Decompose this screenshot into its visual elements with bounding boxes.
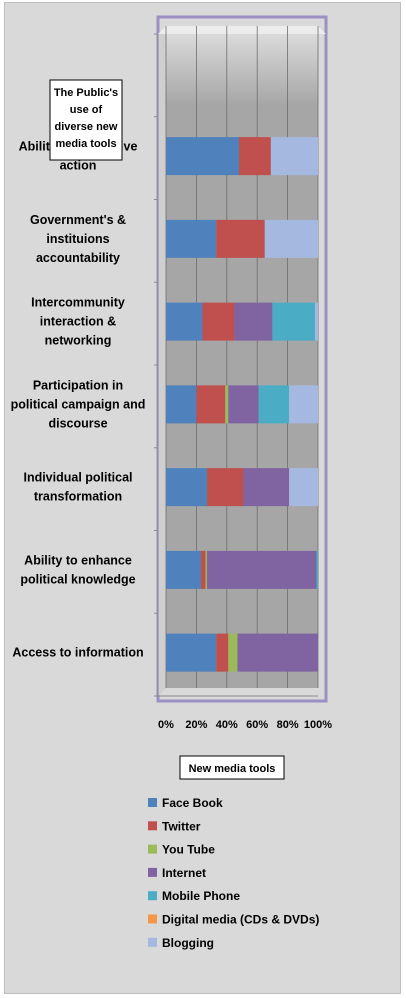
chart-title-box xyxy=(49,79,123,161)
category-label: accountability xyxy=(36,251,120,265)
x-tick-label: 0% xyxy=(158,719,174,731)
bar-segment xyxy=(166,633,217,672)
legend-swatch xyxy=(148,891,157,901)
legend-swatch xyxy=(148,798,157,807)
bar-segment xyxy=(166,302,203,341)
bar-segment xyxy=(234,302,273,341)
bar-segment xyxy=(264,219,318,258)
category-label: discourse xyxy=(48,416,107,430)
plot-side-wall xyxy=(158,26,166,696)
bar-segment xyxy=(289,468,318,507)
legend-label: Face Book xyxy=(162,796,223,810)
bar-segment xyxy=(289,385,318,424)
category-label: Intercommunity xyxy=(31,296,125,310)
category-label: Access to information xyxy=(12,646,143,660)
legend-swatch xyxy=(148,821,157,831)
bar-segment xyxy=(270,137,318,176)
bar-segment xyxy=(166,219,217,258)
chart-title-line: media tools xyxy=(55,138,116,150)
legend-label: Twitter xyxy=(162,819,201,833)
x-tick-label: 80% xyxy=(277,719,299,731)
bar-segment xyxy=(207,550,317,589)
legend-swatch xyxy=(148,844,157,854)
category-label: action xyxy=(60,159,97,173)
category-label: transformation xyxy=(34,490,122,504)
legend-label: Mobile Phone xyxy=(162,889,240,903)
bar-segment xyxy=(243,468,290,507)
bar-segment xyxy=(258,385,290,424)
bar-segment xyxy=(205,550,208,589)
chart-area: Ability for collectiveactionGovernment's… xyxy=(4,2,401,994)
bar-segment xyxy=(316,550,318,589)
bar-segment xyxy=(166,385,197,424)
bar-segment xyxy=(216,219,265,258)
category-label: political campaign and xyxy=(11,397,146,411)
bar-segment xyxy=(228,633,238,672)
bar-segment xyxy=(207,468,244,507)
chart-title-line: The Public's xyxy=(54,87,118,99)
stacked-bar-chart: Ability for collectiveactionGovernment's… xyxy=(11,15,332,950)
x-axis-title-box xyxy=(179,755,285,780)
bar-segment xyxy=(166,468,208,507)
category-label: networking xyxy=(45,334,112,348)
bar-segment xyxy=(238,137,271,176)
chart-title-line: diverse new xyxy=(55,121,118,133)
legend-swatch xyxy=(148,937,157,947)
legend-swatch xyxy=(148,867,157,877)
bar-segment xyxy=(314,302,318,341)
legend-label: You Tube xyxy=(162,843,215,857)
category-label: political knowledge xyxy=(20,572,135,586)
bar-segment xyxy=(200,550,206,589)
bar-segment xyxy=(202,302,235,341)
legend-label: Blogging xyxy=(162,936,214,950)
bar-segment xyxy=(166,550,201,589)
x-axis-title: New media tools xyxy=(189,763,276,775)
bar-segment xyxy=(228,385,259,424)
bar-segment xyxy=(272,302,315,341)
category-label: Individual political xyxy=(23,471,132,485)
x-tick-label: 100% xyxy=(304,719,332,731)
category-label: instituions xyxy=(46,232,109,246)
bar-segment xyxy=(216,633,229,672)
chart-title-line: use of xyxy=(70,104,103,116)
x-tick-label: 40% xyxy=(216,719,238,731)
x-tick-label: 60% xyxy=(246,719,268,731)
legend-swatch xyxy=(148,914,157,924)
bar-segment xyxy=(237,633,318,672)
bar-segment xyxy=(225,385,229,424)
category-label: Government's & xyxy=(30,213,126,227)
x-tick-label: 20% xyxy=(185,719,207,731)
bar-segment xyxy=(196,385,226,424)
legend-label: Internet xyxy=(162,866,206,880)
category-label: interaction & xyxy=(40,315,116,329)
category-label: Ability to enhance xyxy=(24,553,132,567)
plot-top-wall xyxy=(158,26,326,34)
category-label: Participation in xyxy=(33,378,123,392)
bar-segment xyxy=(166,137,239,176)
legend-label: Digital media (CDs & DVDs) xyxy=(162,913,319,927)
